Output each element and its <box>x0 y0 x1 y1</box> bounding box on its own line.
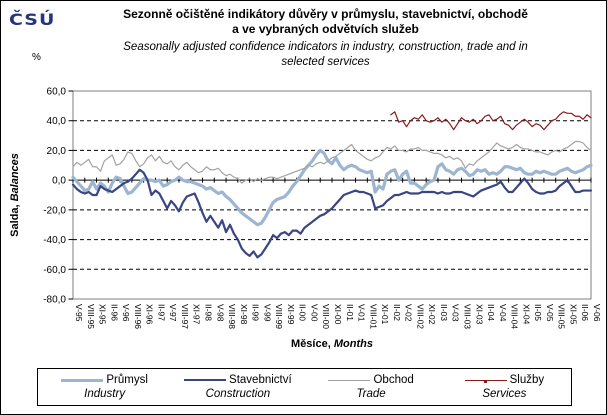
title-czech-line2: a ve vybraných odvětvích služeb <box>232 22 419 36</box>
x-tick-label: XI-05 <box>568 304 578 325</box>
x-tick-label: XI-98 <box>239 304 249 325</box>
legend-item-industry: Průmysl Industry <box>38 373 171 401</box>
x-tick-label: VIII-02 <box>415 304 425 329</box>
y-tick-label: -40,0 <box>43 235 66 246</box>
plot-frame <box>72 90 592 300</box>
legend-item-services: Služby Services <box>438 373 571 401</box>
x-tick-label: V-05 <box>545 304 555 322</box>
legend: Průmysl Industry Stavebnictví Constructi… <box>37 368 572 406</box>
y-tick-label: -60,0 <box>43 265 66 276</box>
x-tick-label: VIII-98 <box>227 304 237 329</box>
series-line-construction <box>71 168 593 259</box>
legend-label-construction-cs: Stavebnictví <box>229 374 292 386</box>
percent-unit-label: % <box>32 52 41 63</box>
x-tick-label: VIII-04 <box>510 304 520 329</box>
x-tick-label: V-97 <box>168 304 178 322</box>
y-axis-title: Salda, Balances <box>9 153 21 237</box>
legend-label-services-en: Services <box>482 388 527 400</box>
x-tick-label: XI-00 <box>333 304 343 325</box>
legend-item-construction: Stavebnictví Construction <box>171 373 304 401</box>
trade-line-sample <box>328 379 371 381</box>
x-tick-label: VIII-00 <box>321 304 331 329</box>
legend-label-services-cs: Služby <box>509 374 545 386</box>
y-tick-label: 60,0 <box>47 87 67 98</box>
x-tick-label: V-00 <box>309 304 319 322</box>
chart-header: Sezonně očištěné indikátory důvěry v prů… <box>63 7 588 70</box>
x-tick-label: V-03 <box>451 304 461 322</box>
y-tick-label: -80,0 <box>43 295 66 306</box>
series-line-industry <box>71 148 593 227</box>
x-tick-label: II-01 <box>345 304 355 321</box>
subtitle-english-line2: selected services <box>281 56 370 68</box>
x-tick-label: VIII-96 <box>133 304 143 329</box>
y-tick-label: 0,0 <box>52 176 66 187</box>
x-tick-label: VIII-05 <box>557 304 567 329</box>
legend-label-construction-en: Construction <box>205 388 271 400</box>
x-tick-label: V-98 <box>215 304 225 322</box>
x-tick-label: II-02 <box>392 304 402 321</box>
x-tick-label: II-97 <box>156 304 166 321</box>
y-tick-label: 20,0 <box>47 146 67 157</box>
construction-line-sample <box>184 379 227 381</box>
x-tick-label: II-96 <box>109 304 119 321</box>
y-tick-label: -20,0 <box>43 205 66 216</box>
legend-label-trade-en: Trade <box>356 388 386 400</box>
title-czech-line1: Sezonně očištěné indikátory důvěry v prů… <box>123 7 528 21</box>
series-line-services <box>390 111 592 131</box>
services-marker <box>483 379 487 383</box>
subtitle-english-line1: Seasonally adjusted confidence indicator… <box>123 41 528 53</box>
x-tick-label: II-06 <box>580 304 590 321</box>
x-tick-label: II-99 <box>251 304 261 321</box>
x-tick-label: V-96 <box>121 304 131 322</box>
legend-label-trade-cs: Obchod <box>373 374 414 386</box>
x-tick-label: VIII-99 <box>274 304 284 329</box>
x-tick-label: II-03 <box>439 304 449 321</box>
services-line-sample <box>464 379 507 383</box>
legend-item-trade: Obchod Trade <box>305 373 438 401</box>
x-tick-label: VIII-03 <box>463 304 473 329</box>
x-tick-label: XI-96 <box>145 304 155 325</box>
series-line-trade <box>72 140 592 184</box>
x-tick-label: XI-02 <box>427 304 437 325</box>
legend-label-industry-cs: Průmysl <box>106 374 148 386</box>
x-tick-label: V-99 <box>262 304 272 322</box>
x-tick-label: VIII-95 <box>86 304 96 329</box>
csu-logo: ČSÚ <box>9 10 56 30</box>
x-tick-label: VIII-01 <box>368 304 378 329</box>
legend-label-industry-en: Industry <box>84 388 126 400</box>
x-axis-title-czech: Měsíce, <box>291 338 331 350</box>
x-tick-label: V-04 <box>498 304 508 322</box>
x-tick-label: XI-99 <box>286 304 296 325</box>
x-tick-label: XI-01 <box>380 304 390 325</box>
x-tick-label: XI-04 <box>521 304 531 325</box>
x-tick-label: XI-03 <box>474 304 484 325</box>
x-tick-label: XI-95 <box>98 304 108 325</box>
x-tick-label: II-98 <box>204 304 214 321</box>
y-tick-label: 40,0 <box>47 116 67 127</box>
x-tick-label: II-05 <box>533 304 543 321</box>
x-tick-label: V-06 <box>592 304 602 322</box>
x-tick-label: V-01 <box>357 304 367 322</box>
x-tick-label: XI-97 <box>192 304 202 325</box>
x-axis-title-english: Months <box>333 338 373 350</box>
x-tick-label: II-04 <box>486 304 496 321</box>
x-axis-title: Měsíce, Months <box>73 338 591 350</box>
x-tick-label: V-02 <box>404 304 414 322</box>
industry-line-sample <box>61 378 104 382</box>
x-tick-label: VIII-97 <box>180 304 190 329</box>
x-tick-label: II-00 <box>298 304 308 321</box>
x-tick-label: V-95 <box>74 304 84 322</box>
